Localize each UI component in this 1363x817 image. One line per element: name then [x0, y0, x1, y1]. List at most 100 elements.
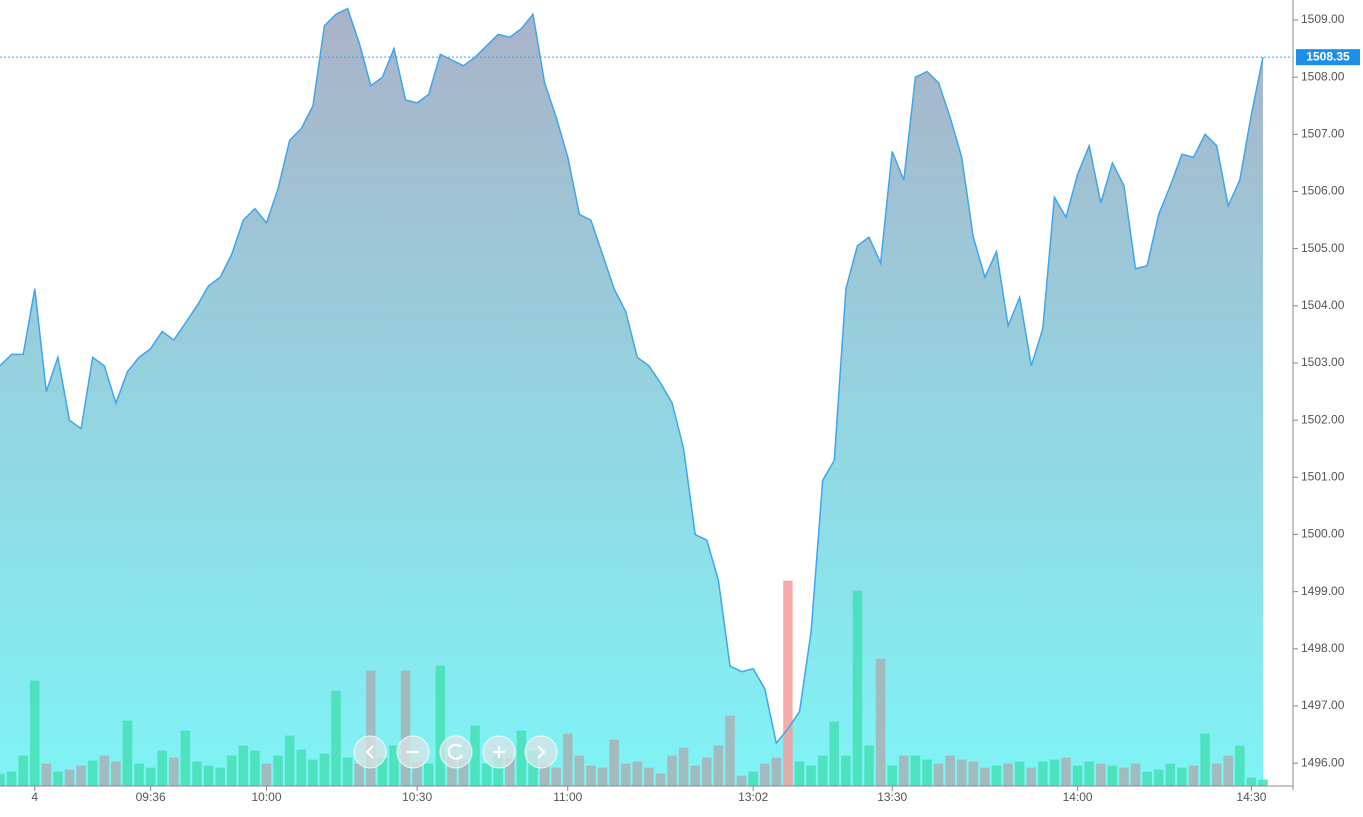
volume-bar [111, 761, 121, 787]
y-tick-label: 1501.00 [1301, 469, 1345, 483]
y-tick-label: 1504.00 [1301, 298, 1345, 312]
x-tick-label: 11:00 [553, 790, 582, 804]
volume-bar [134, 763, 144, 787]
volume-bar [1153, 769, 1164, 787]
volume-bar [655, 773, 666, 787]
volume-bar [1061, 757, 1071, 787]
y-tick-label: 1499.00 [1301, 584, 1345, 598]
volume-bar [365, 670, 376, 787]
volume-bar [933, 763, 944, 787]
volume-bar [864, 745, 874, 787]
volume-bar [713, 745, 724, 787]
volume-bar [1246, 777, 1257, 787]
x-tick-label: 13:30 [877, 790, 907, 804]
nav-icons [365, 743, 546, 760]
volume-bar [41, 763, 52, 787]
x-tick-label: 14:00 [1063, 790, 1093, 804]
y-tick-label: 1502.00 [1301, 412, 1345, 426]
x-tick-label: 4 [31, 790, 38, 804]
volume-bar [817, 755, 828, 787]
volume-bar [0, 773, 5, 787]
volume-bar [1107, 765, 1118, 787]
volume-bar [644, 767, 654, 787]
volume-bar [284, 735, 295, 787]
volume-bar [1037, 761, 1048, 787]
volume-bar [226, 755, 237, 787]
volume-bar [87, 760, 98, 787]
volume-bar [319, 753, 330, 787]
volume-bar [1234, 745, 1245, 787]
volume-bar [18, 755, 29, 787]
volume-bar [597, 767, 608, 787]
volume-bar [1119, 767, 1129, 787]
volume-bar [238, 745, 249, 787]
x-tick-label: 09:36 [136, 790, 166, 804]
volume-bar [1258, 779, 1268, 787]
volume-bar [423, 763, 434, 787]
volume-bar [887, 765, 898, 787]
volume-bar [667, 755, 677, 787]
volume-bar [759, 763, 770, 787]
y-tick-label: 1496.00 [1301, 755, 1345, 769]
volume-bar [331, 690, 341, 787]
volume-bar [180, 730, 191, 787]
volume-bar [725, 715, 735, 787]
volume-bar [922, 759, 932, 787]
volume-bar [516, 730, 527, 787]
nav-buttons [353, 735, 558, 769]
volume-bar [794, 761, 805, 787]
scroll-left-button[interactable] [353, 735, 387, 769]
volume-bar [609, 739, 619, 787]
volume-bar [76, 765, 86, 787]
volume-bar [991, 765, 1002, 787]
y-tick-label: 1500.00 [1301, 527, 1345, 541]
volume-bar [829, 721, 840, 787]
volume-bar [1142, 771, 1152, 787]
volume-bar [1188, 765, 1199, 787]
volume-bar [1211, 763, 1222, 787]
volume-bar [145, 767, 156, 787]
volume-bar [1014, 761, 1025, 787]
volume-bar [250, 750, 260, 787]
volume-bar [748, 771, 759, 787]
volume-bar [1130, 763, 1141, 787]
volume-bar [1026, 767, 1037, 787]
x-tick-label: 14:30 [1236, 790, 1266, 804]
volume-bar [1223, 755, 1234, 787]
volume-bar [1003, 763, 1013, 787]
volume-bar [875, 658, 886, 787]
y-tick-label: 1507.00 [1301, 127, 1345, 141]
price-area [0, 8, 1263, 787]
volume-bar [6, 771, 17, 787]
volume-bar [980, 767, 990, 787]
volume-bar [1072, 765, 1083, 787]
volume-bar [273, 755, 283, 787]
volume-bar [122, 720, 133, 787]
y-tick-label: 1508.00 [1301, 69, 1345, 83]
price-line [0, 7, 1264, 745]
volume-bar [1177, 767, 1187, 787]
volume-bar [945, 755, 955, 787]
scroll-right-button[interactable] [524, 735, 558, 769]
y-tick-label: 1503.00 [1301, 355, 1345, 369]
volume-bar [562, 733, 573, 787]
volume-bar [701, 757, 712, 787]
volume-bar [481, 763, 492, 787]
volume-bar [690, 765, 701, 787]
volume-bar [157, 750, 168, 787]
volume-bar [620, 763, 631, 787]
volume-bar [736, 775, 747, 787]
volume-bar [968, 761, 979, 787]
reset-button[interactable] [439, 735, 473, 769]
x-tick-label: 10:00 [251, 790, 281, 804]
volume-bar [806, 765, 816, 787]
volume-bar [53, 771, 63, 787]
volume-bar [1200, 733, 1210, 787]
volume-bar [296, 749, 307, 787]
volume-bar [574, 755, 585, 787]
volume-bar [99, 755, 110, 787]
y-tick-label: 1505.00 [1301, 241, 1345, 255]
volume-bar [168, 757, 179, 787]
x-tick-label: 13:02 [738, 790, 768, 804]
